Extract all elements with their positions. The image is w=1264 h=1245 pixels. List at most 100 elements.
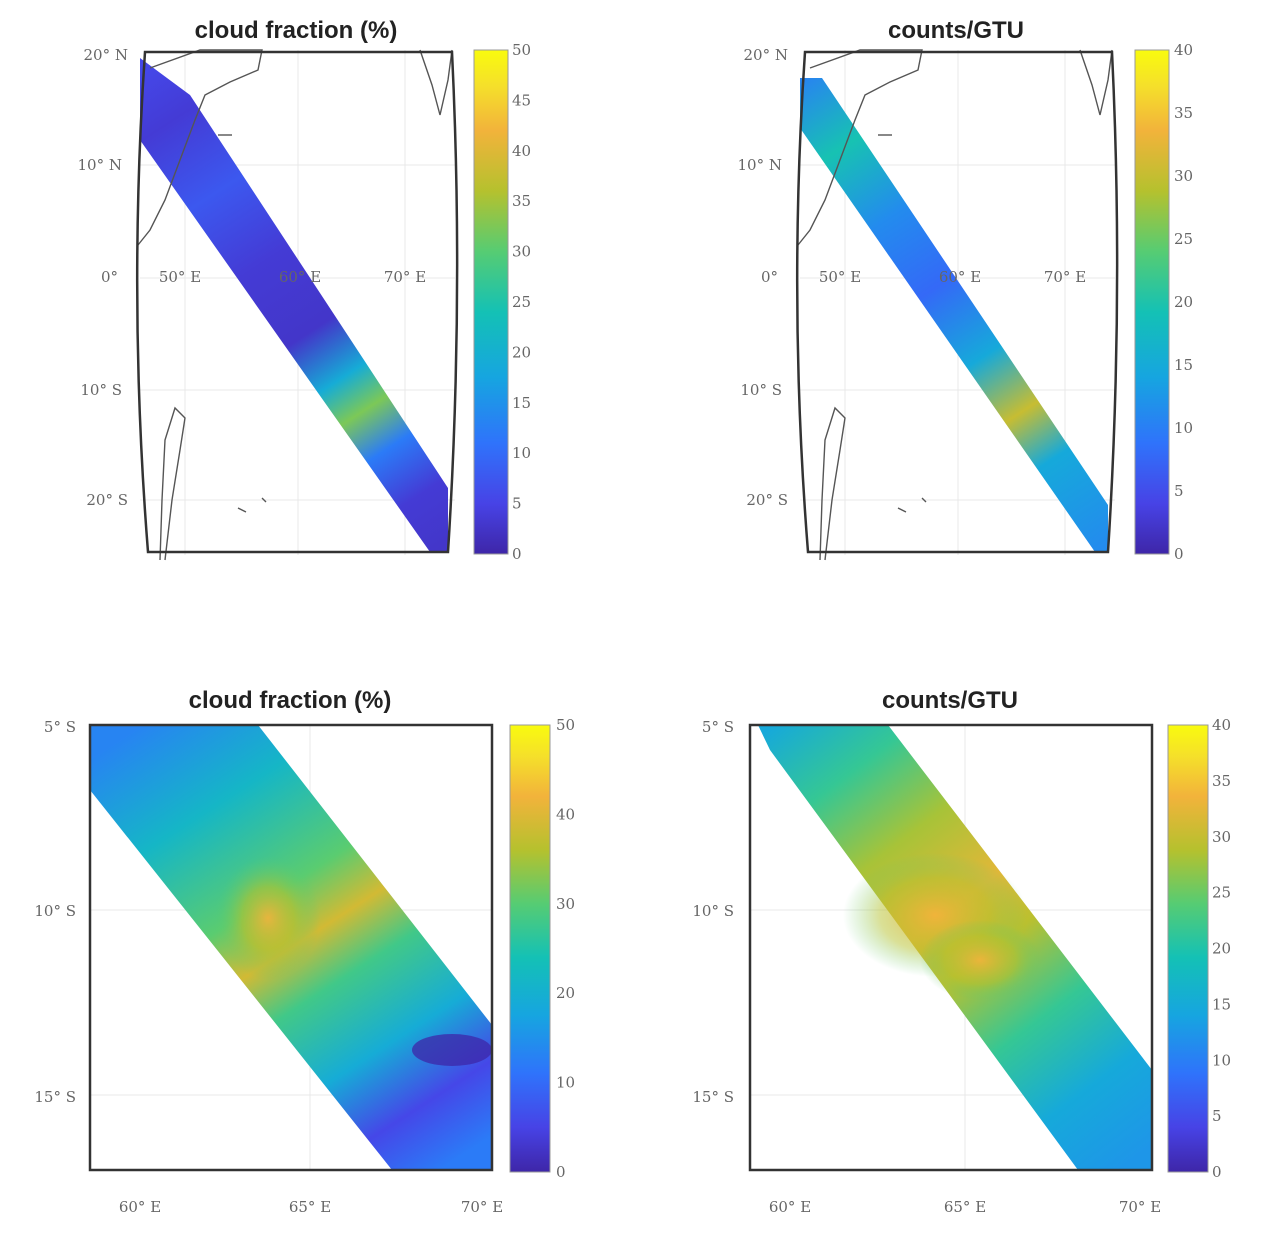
panel-title: counts/GTU xyxy=(882,687,1018,714)
coastline-madagascar xyxy=(159,406,186,561)
coastline-madagascar xyxy=(819,406,846,561)
colorbar-ticks: 0 5 10 15 20 25 30 35 40 45 50 xyxy=(512,41,531,563)
colorbar-tick-label: 5 xyxy=(1174,482,1184,500)
x-tick-labels: 50° E 60° E 70° E xyxy=(819,268,1086,286)
x-tick-label: 70° E xyxy=(1119,1198,1161,1216)
coastline-africa xyxy=(797,49,923,246)
colorbar-tick-label: 0 xyxy=(1212,1163,1222,1181)
y-tick-label: 15° S xyxy=(692,1088,734,1106)
colorbar-tick-label: 25 xyxy=(512,293,531,311)
colorbar-tick-label: 0 xyxy=(1174,545,1184,563)
island-mauritius xyxy=(897,497,927,513)
colorbar xyxy=(1134,49,1170,555)
colorbar-tick-label: 0 xyxy=(556,1163,566,1181)
panel-title: cloud fraction (%) xyxy=(195,17,398,44)
x-tick-label: 70° E xyxy=(384,268,426,286)
y-tick-label: 10° S xyxy=(80,381,122,399)
y-tick-labels: 20° N 10° N 0° 10° S 20° S xyxy=(738,46,788,509)
x-tick-label: 60° E xyxy=(279,268,321,286)
colorbar-tick-label: 50 xyxy=(512,41,531,59)
x-tick-label: 50° E xyxy=(819,268,861,286)
colorbar-tick-label: 30 xyxy=(556,895,575,913)
colorbar-tick-label: 50 xyxy=(556,716,575,734)
colorbar-tick-label: 10 xyxy=(556,1074,575,1092)
panel-bottom-right: counts/GTU 5° S 10° S 15° S 60° E 65° E … xyxy=(692,687,1231,1216)
colorbar-tick-label: 30 xyxy=(1212,828,1231,846)
y-tick-labels: 20° N 10° N 0° 10° S 20° S xyxy=(78,46,128,509)
panel-top-left: cloud fraction (%) 20° N 10° N 0° 10° S … xyxy=(78,17,532,563)
x-tick-labels: 60° E 65° E 70° E xyxy=(119,1198,503,1216)
colorbar-tick-label: 35 xyxy=(1174,104,1193,122)
colorbar-tick-label: 15 xyxy=(1174,356,1193,374)
x-tick-label: 70° E xyxy=(461,1198,503,1216)
x-tick-label: 60° E xyxy=(769,1198,811,1216)
x-tick-label: 65° E xyxy=(944,1198,986,1216)
colorbar-tick-label: 10 xyxy=(1174,419,1193,437)
coastline-india xyxy=(419,49,453,116)
colorbar-tick-label: 20 xyxy=(1174,293,1193,311)
colorbar xyxy=(473,49,509,555)
colorbar-tick-label: 30 xyxy=(512,243,531,261)
y-tick-label: 20° N xyxy=(84,46,128,64)
colorbar-tick-label: 25 xyxy=(1212,884,1231,902)
map-frame xyxy=(748,723,1154,1172)
y-tick-label: 15° S xyxy=(34,1088,76,1106)
colorbar-tick-label: 35 xyxy=(512,192,531,210)
colorbar-tick-label: 40 xyxy=(512,142,531,160)
y-tick-label: 10° S xyxy=(740,381,782,399)
panel-top-right: counts/GTU 20° N 10° N 0° 10° S 20° S 50… xyxy=(738,17,1194,563)
colorbar-tick-label: 10 xyxy=(1212,1051,1231,1069)
y-tick-label: 10° N xyxy=(738,156,782,174)
colorbar-ticks: 0 10 20 30 40 50 xyxy=(556,716,575,1181)
y-tick-label: 20° N xyxy=(744,46,788,64)
coastline-india xyxy=(1079,49,1113,116)
y-tick-label: 20° S xyxy=(746,491,788,509)
y-tick-label: 20° S xyxy=(86,491,128,509)
panel-bottom-left: cloud fraction (%) 5° S 10° S 15° S 60° … xyxy=(34,687,575,1216)
colorbar-tick-label: 40 xyxy=(1212,716,1231,734)
colorbar-tick-label: 35 xyxy=(1212,772,1231,790)
x-tick-label: 50° E xyxy=(159,268,201,286)
colorbar-tick-label: 20 xyxy=(556,984,575,1002)
y-tick-label: 10° S xyxy=(34,902,76,920)
colorbar-tick-label: 30 xyxy=(1174,167,1193,185)
colorbar-tick-label: 20 xyxy=(1212,940,1231,958)
swath xyxy=(800,78,1108,552)
x-tick-label: 60° E xyxy=(939,268,981,286)
colorbar-tick-label: 10 xyxy=(512,444,531,462)
colorbar-tick-label: 15 xyxy=(1212,995,1231,1013)
x-tick-labels: 60° E 65° E 70° E xyxy=(769,1198,1161,1216)
colorbar-tick-label: 40 xyxy=(556,805,575,823)
map-frame xyxy=(88,723,494,1172)
map-frame xyxy=(795,50,1119,554)
x-tick-label: 65° E xyxy=(289,1198,331,1216)
colorbar-tick-label: 45 xyxy=(512,91,531,109)
coastline-africa xyxy=(137,49,263,246)
y-tick-label: 0° xyxy=(761,268,778,286)
y-tick-labels: 5° S 10° S 15° S xyxy=(34,718,76,1106)
colorbar-tick-label: 40 xyxy=(1174,41,1193,59)
clear-patch xyxy=(412,1034,492,1066)
x-tick-label: 60° E xyxy=(119,1198,161,1216)
colorbar-tick-label: 0 xyxy=(512,545,522,563)
y-tick-labels: 5° S 10° S 15° S xyxy=(692,718,734,1106)
cloud-cluster xyxy=(920,920,1040,1000)
colorbar-tick-label: 5 xyxy=(512,495,522,513)
colorbar xyxy=(1167,724,1209,1173)
y-tick-label: 10° N xyxy=(78,156,122,174)
cloud-cluster xyxy=(216,856,320,980)
y-tick-label: 5° S xyxy=(44,718,76,736)
map-frame xyxy=(135,50,459,554)
colorbar-ticks: 0 5 10 15 20 25 30 35 40 xyxy=(1212,716,1231,1181)
swath xyxy=(140,58,448,552)
y-tick-label: 5° S xyxy=(702,718,734,736)
colorbar-tick-label: 15 xyxy=(512,394,531,412)
colorbar-tick-label: 5 xyxy=(1212,1107,1222,1125)
x-tick-labels: 50° E 60° E 70° E xyxy=(159,268,426,286)
colorbar-ticks: 0 5 10 15 20 25 30 35 40 xyxy=(1174,41,1193,563)
y-tick-label: 0° xyxy=(101,268,118,286)
colorbar-tick-label: 20 xyxy=(512,343,531,361)
panel-title: cloud fraction (%) xyxy=(189,687,392,714)
x-tick-label: 70° E xyxy=(1044,268,1086,286)
